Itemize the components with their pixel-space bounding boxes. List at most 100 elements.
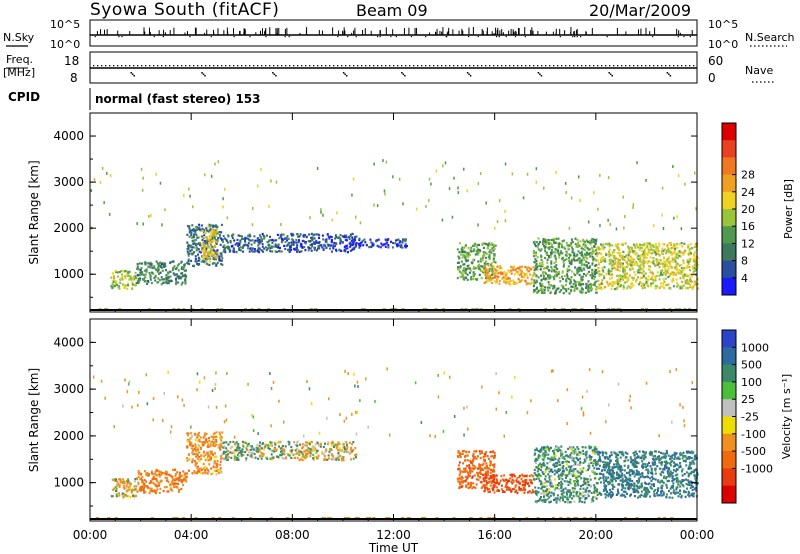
velocity-panel-echo [211,472,214,475]
velocity-panel-echo [468,464,471,467]
power-panel-echo [541,260,544,263]
power-panel-echo [220,231,223,234]
power-panel-echo [595,291,598,294]
power-panel-echo [477,253,480,256]
velocity-panel-echo [352,457,355,460]
power-panel-echo [682,284,685,287]
power-panel-echo [268,247,271,250]
power-panel-echo [537,237,540,240]
power-panel-echo [247,244,250,247]
power-panel-echo [600,257,603,260]
velocity-panel-echo [488,467,491,470]
nave-dot [305,65,307,67]
power-panel-echo [212,238,215,242]
power-panel-echo [554,256,557,259]
velocity-panel-echo [518,486,521,489]
velocity-panel-echo [298,453,301,456]
velocity-panel-echo [122,478,125,481]
velocity-panel-echo [290,446,293,449]
power-panel-echo [570,290,572,293]
power-panel-echo [197,263,200,266]
power-panel-echo [632,278,635,281]
power-panel-echo [537,242,540,245]
nave-dot [461,65,463,67]
velocity-panel-echo [218,431,221,434]
power-panel-echo [540,288,543,291]
velocity-panel-echo [225,450,228,453]
velocity-panel-echo [144,490,147,494]
power-panel-echo [322,248,325,251]
power-panel-echo [307,249,310,252]
velocity-panel-echo [347,450,350,453]
power-panel-sparse-echo [280,223,282,226]
power-panel-sparse-echo [268,204,270,208]
power-panel-echo [274,250,277,253]
power-panel-echo [592,240,595,244]
velocity-panel-echo [145,480,148,483]
power-panel-echo [550,265,553,269]
power-panel-echo [682,251,685,254]
power-panel-echo [380,242,383,245]
search-noise-dot [677,36,679,38]
power-panel-echo [651,278,654,281]
power-panel-echo [458,256,461,259]
velocity-panel-echo [169,487,172,490]
power-panel-echo [635,244,638,247]
power-panel-echo [675,243,678,246]
power-panel-echo [641,276,644,279]
velocity-panel-echo [193,447,196,450]
power-panel-echo [175,273,178,276]
velocity-panel-echo [462,462,465,465]
power-panel-sparse-echo [108,212,111,216]
power-panel-echo [672,279,675,282]
power-panel-echo [184,273,187,276]
power-panel-echo [599,258,602,261]
power-panel-echo [656,251,659,254]
power-panel-echo [573,272,575,275]
power-panel-echo [562,265,565,268]
power-panel-echo [618,252,621,255]
power-panel-echo [659,273,662,276]
velocity-panel-echo [151,490,154,493]
velocity-panel-echo [196,436,199,439]
freq-unit-label: [MHz] [3,66,36,79]
power-panel-echo [240,237,243,241]
power-panel-echo [637,276,639,279]
power-panel-echo [642,273,645,276]
nave-dot [389,65,391,67]
power-panel-echo [116,271,119,274]
velocity-panel-echo [189,437,192,440]
power-panel-echo [554,275,557,278]
power-panel-echo [178,277,181,280]
power-panel-echo [121,270,124,273]
power-panel-echo [457,266,460,269]
velocity-panel-echo [502,490,505,493]
power-panel-echo [465,268,468,271]
power-panel-echo [626,262,629,265]
nave-tick-lo: 0 [708,71,716,85]
power-panel-echo [684,282,687,285]
velocity-panel-echo [194,438,197,441]
power-panel-echo [692,257,695,261]
nave-dip-dot [345,75,348,77]
velocity-panel-echo [491,488,494,491]
velocity-panel-echo [570,472,573,475]
power-panel-sparse-echo [189,194,191,198]
velocity-panel-echo [309,447,312,451]
power-panel-sparse-echo [428,199,430,202]
power-panel-echo [524,280,527,283]
velocity-panel-echo [220,439,223,442]
velocity-panel-echo [485,482,488,485]
power-panel-echo [602,248,605,251]
power-panel-echo [544,249,546,252]
power-panel-echo [678,251,681,254]
power-panel-echo [615,245,618,248]
power-panel-echo [617,248,620,251]
power-panel-echo [466,273,469,276]
power-panel-sparse-echo [275,180,278,184]
velocity-panel-echo [478,463,481,466]
velocity-panel-echo [137,481,140,484]
power-panel-sparse-echo [141,188,144,192]
nave-dot [105,65,107,67]
power-panel-echo [578,244,581,247]
